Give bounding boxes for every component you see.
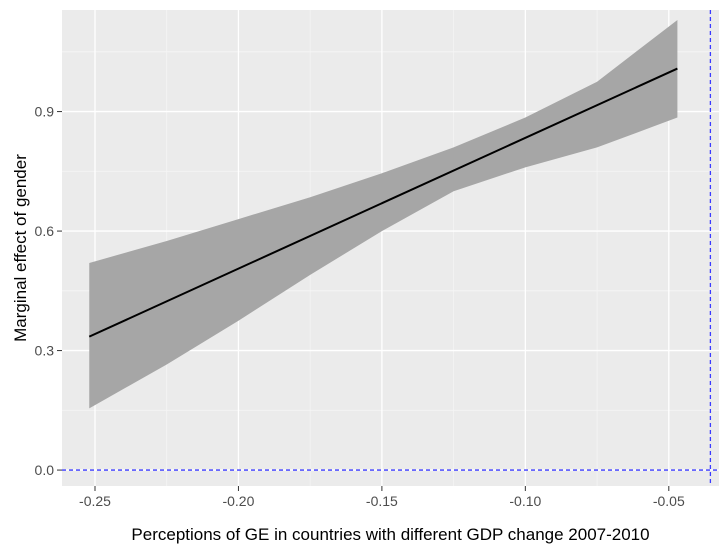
y-tick-label: 0.0 (35, 462, 55, 478)
x-axis-title: Perceptions of GE in countries with diff… (131, 525, 649, 544)
y-tick-label: 0.9 (35, 104, 55, 120)
x-tick-label: -0.25 (79, 493, 111, 509)
x-tick-label: -0.15 (366, 493, 398, 509)
y-tick-label: 0.3 (35, 343, 55, 359)
reference-lines (62, 10, 719, 486)
x-tick-label: -0.10 (509, 493, 541, 509)
y-axis-ticks: 0.0 0.3 0.6 0.9 (35, 104, 62, 478)
y-tick-label: 0.6 (35, 223, 55, 239)
x-tick-label: -0.05 (653, 493, 685, 509)
series-group (88, 67, 678, 338)
fit-line (88, 67, 678, 338)
x-axis-ticks: -0.25 -0.20 -0.15 -0.10 -0.05 (79, 486, 685, 509)
y-axis-title: Marginal effect of gender (11, 154, 30, 342)
confidence-ribbon (89, 19, 678, 409)
x-tick-label: -0.20 (222, 493, 254, 509)
